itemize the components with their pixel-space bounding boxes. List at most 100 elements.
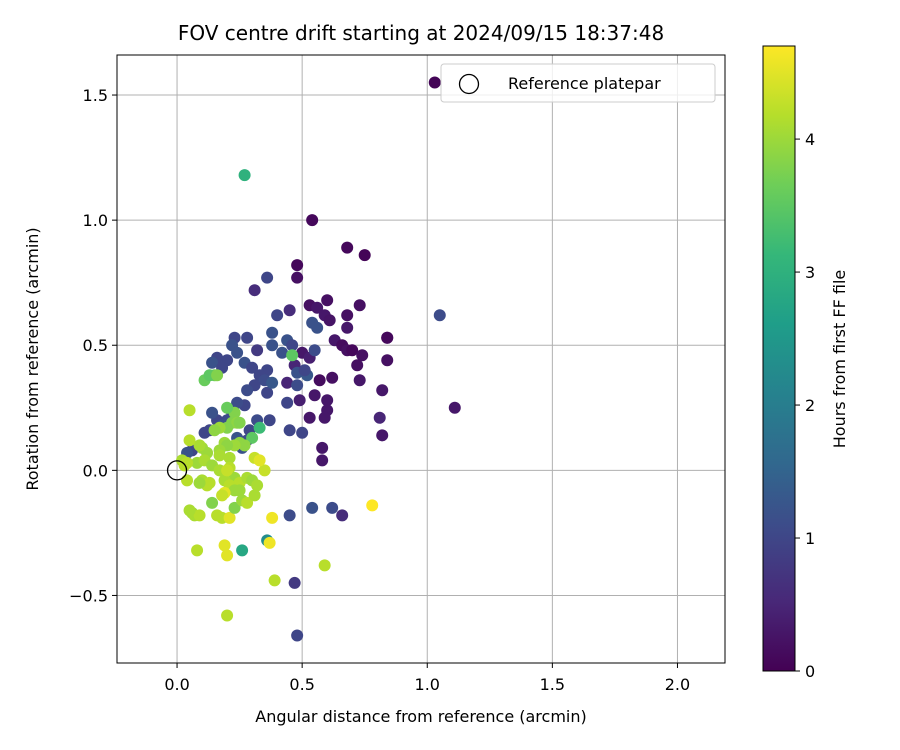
data-point [183,404,196,417]
data-point [286,349,299,362]
data-point [308,389,321,402]
data-point [206,356,219,369]
data-point [341,241,354,254]
data-point [316,441,329,454]
y-tick-label: −0.5 [69,586,108,605]
data-point [341,309,354,322]
data-point [231,396,244,409]
data-point [193,439,206,452]
data-point [183,504,196,517]
data-point [298,364,311,377]
colorbar-tick-label: 2 [805,396,815,415]
data-point [211,369,224,382]
data-point [191,544,204,557]
data-point [376,384,389,397]
data-point [266,326,279,339]
data-point [341,321,354,334]
colorbar-ticks: 0 1 2 3 4 [795,130,815,681]
data-point [198,426,211,439]
data-point [303,411,316,424]
data-point [181,456,194,469]
data-point [281,396,294,409]
data-point [323,314,336,327]
data-point [268,574,281,587]
data-point [231,346,244,359]
data-point [281,376,294,389]
colorbar-tick-label: 0 [805,662,815,681]
data-point [253,421,266,434]
data-point [241,331,254,344]
data-point [221,464,234,477]
colorbar-tick-label: 1 [805,529,815,548]
data-point [218,539,231,552]
x-tick-label: 0.5 [289,675,314,694]
data-point [318,411,331,424]
data-point [251,344,264,357]
colorbar-label: Hours from first FF file [830,270,849,449]
data-point [311,321,324,334]
data-point [193,476,206,489]
data-point [448,401,461,414]
data-point [291,259,304,272]
legend: Reference platepar [440,63,716,103]
data-point [221,609,234,622]
data-point [238,169,251,182]
data-point [428,76,441,89]
data-point [216,489,229,502]
data-point [266,376,279,389]
data-point [266,339,279,352]
data-point [248,284,261,297]
data-points [176,76,461,642]
data-point [373,411,386,424]
data-point [321,394,334,407]
x-tick-label: 1.0 [415,675,440,694]
data-point [283,509,296,522]
reference-marker-layer [166,460,188,481]
data-point [293,394,306,407]
data-point [263,536,276,549]
x-tick-label: 0.0 [164,675,189,694]
data-point [336,509,349,522]
data-point [203,476,216,489]
data-point [253,454,266,467]
data-point [251,479,264,492]
data-point [183,434,196,447]
data-point [221,401,234,414]
data-point [246,431,259,444]
data-point [208,424,221,437]
data-point [321,294,334,307]
data-point [306,214,319,227]
x-axis: 0.0 0.5 1.0 1.5 2.0 [164,663,690,694]
data-point [221,549,234,562]
data-point [206,406,219,419]
data-point [238,439,251,452]
data-point [308,344,321,357]
legend-label-reference: Reference platepar [508,74,661,93]
data-point [213,449,226,462]
data-point [358,249,371,262]
data-point [313,374,326,387]
data-point [233,484,246,497]
data-point [306,501,319,514]
data-point [223,451,236,464]
y-axis: −0.5 0.0 0.5 1.0 1.5 [69,86,117,605]
y-tick-label: 1.0 [83,211,108,230]
x-tick-label: 2.0 [665,675,690,694]
data-point [296,426,309,439]
data-point [233,416,246,429]
data-point [311,301,324,314]
colorbar-tick-label: 4 [805,130,815,149]
data-point [288,576,301,589]
data-point [283,424,296,437]
data-point [223,511,236,524]
data-point [381,331,394,344]
data-point [276,346,289,359]
data-point [346,344,359,357]
data-point [356,349,369,362]
reference-platepar-marker [166,460,188,481]
data-point [351,359,364,372]
data-point [261,271,274,284]
data-point [366,499,379,512]
legend-marker-reference [458,73,480,95]
